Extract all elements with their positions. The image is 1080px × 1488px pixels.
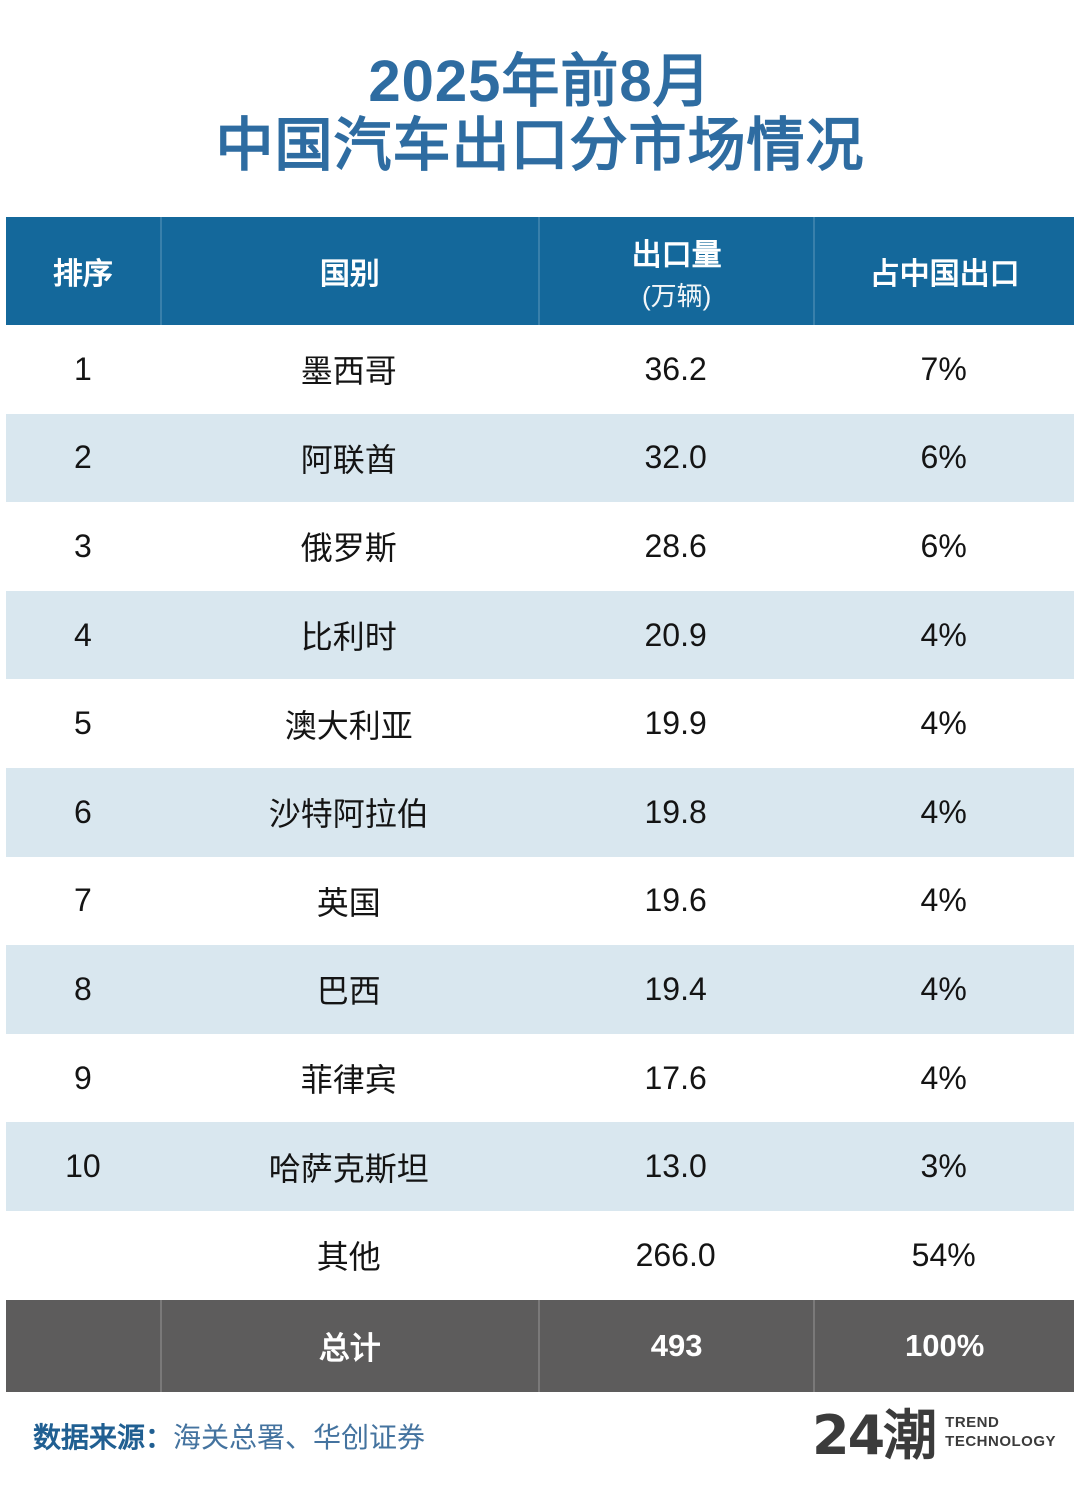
volume-cell: 32.0 bbox=[644, 439, 707, 476]
table-row: 10 哈萨克斯坦 13.0 3% bbox=[6, 1122, 1074, 1211]
rank-cell: 3 bbox=[73, 527, 92, 564]
share-cell: 4% bbox=[920, 705, 967, 742]
rank-cell: 6 bbox=[73, 793, 92, 830]
volume-cell: 36.2 bbox=[644, 350, 707, 387]
table-row: 5 澳大利亚 19.9 4% bbox=[6, 679, 1074, 768]
country-cell: 比利时 bbox=[300, 619, 397, 656]
rank-cell: 2 bbox=[73, 439, 92, 476]
share-cell: 54% bbox=[911, 1236, 976, 1273]
volume-cell: 266.0 bbox=[635, 1236, 716, 1273]
table-row: 1 墨西哥 36.2 7% bbox=[6, 325, 1074, 414]
table-row: 7 英国 19.6 4% bbox=[6, 856, 1074, 946]
header-country-label: 国别 bbox=[319, 258, 380, 291]
header-share-label: 占中国出口 bbox=[869, 258, 1020, 291]
table-row: 3 俄罗斯 28.6 6% bbox=[6, 502, 1074, 591]
country-cell: 巴西 bbox=[316, 973, 381, 1010]
header-country: 国别 bbox=[159, 217, 538, 325]
country-cell: 澳大利亚 bbox=[284, 707, 413, 744]
total-rank-cell bbox=[6, 1300, 160, 1392]
share-cell: 4% bbox=[920, 1059, 967, 1096]
logo-24chao-text: 24潮 bbox=[812, 1403, 937, 1467]
volume-cell: 19.6 bbox=[644, 882, 707, 919]
title-block: 2025年前8月 中国汽车出口分市场情况 bbox=[0, 0, 1080, 217]
logo-subtitle: TREND TECHNOLOGY bbox=[945, 1413, 1056, 1451]
rank-cell: 5 bbox=[73, 705, 92, 742]
country-cell: 英国 bbox=[316, 884, 381, 921]
country-cell: 俄罗斯 bbox=[300, 530, 397, 567]
volume-cell: 17.6 bbox=[644, 1059, 707, 1096]
country-cell: 沙特阿拉伯 bbox=[268, 796, 429, 833]
rank-cell: 4 bbox=[73, 616, 92, 653]
table-body: 1 墨西哥 36.2 7% 2 阿联酋 32.0 6% 3 俄罗斯 28.6 6… bbox=[6, 325, 1074, 1300]
country-cell: 阿联酋 bbox=[300, 441, 397, 478]
total-share-cell: 100% bbox=[813, 1299, 1074, 1392]
header-rank-label: 排序 bbox=[52, 258, 113, 291]
share-cell: 4% bbox=[920, 616, 967, 653]
country-cell: 菲律宾 bbox=[300, 1062, 397, 1099]
footer: 数据来源：海关总署、华创证券 24潮 TREND TECHNOLOGY bbox=[0, 1392, 1080, 1488]
table-row: 9 菲律宾 17.6 4% bbox=[6, 1033, 1074, 1123]
logo-subtitle-line1: TREND bbox=[945, 1413, 1000, 1431]
header-volume: 出口量 (万辆) bbox=[537, 217, 814, 325]
share-cell: 4% bbox=[920, 793, 967, 830]
volume-cell: 20.9 bbox=[644, 616, 707, 653]
country-cell: 哈萨克斯坦 bbox=[268, 1150, 429, 1187]
table-row: 4 比利时 20.9 4% bbox=[6, 590, 1074, 680]
share-cell: 6% bbox=[920, 439, 967, 476]
share-cell: 3% bbox=[920, 1148, 967, 1185]
table-total-row: 总计 493 100% bbox=[6, 1299, 1074, 1392]
data-source: 数据来源：海关总署、华创证券 bbox=[33, 1416, 425, 1456]
page-title-line1: 2025年前8月 bbox=[368, 48, 712, 114]
table-row: 8 巴西 19.4 4% bbox=[6, 945, 1074, 1034]
volume-cell: 19.8 bbox=[644, 793, 707, 830]
table-row: 6 沙特阿拉伯 19.8 4% bbox=[6, 767, 1074, 857]
total-volume-cell: 493 bbox=[537, 1299, 814, 1392]
country-cell: 其他 bbox=[316, 1239, 381, 1276]
rank-cell: 8 bbox=[73, 970, 92, 1007]
table-header-row: 排序 国别 出口量 (万辆) 占中国出口 bbox=[6, 217, 1074, 325]
rank-cell: 1 bbox=[73, 350, 92, 387]
data-source-label: 数据来源： bbox=[33, 1421, 174, 1453]
logo-subtitle-line2: TECHNOLOGY bbox=[945, 1432, 1056, 1450]
rank-cell: 9 bbox=[73, 1059, 92, 1096]
volume-cell: 19.4 bbox=[644, 970, 707, 1007]
brand-logo: 24潮 TREND TECHNOLOGY bbox=[812, 1403, 1056, 1467]
volume-cell: 13.0 bbox=[644, 1148, 707, 1185]
export-table: 排序 国别 出口量 (万辆) 占中国出口 1 墨西哥 36.2 7% 2 阿联酋… bbox=[0, 217, 1080, 1392]
rank-cell bbox=[6, 1211, 160, 1300]
share-cell: 4% bbox=[920, 970, 967, 1007]
volume-cell: 19.9 bbox=[644, 705, 707, 742]
header-volume-label: 出口量 bbox=[631, 238, 722, 272]
rank-cell: 7 bbox=[73, 882, 92, 919]
share-cell: 7% bbox=[920, 350, 967, 387]
share-cell: 4% bbox=[920, 882, 967, 919]
share-cell: 6% bbox=[920, 527, 967, 564]
header-volume-unit: (万辆) bbox=[641, 280, 712, 311]
total-label-cell: 总计 bbox=[159, 1299, 538, 1392]
data-source-value: 海关总署、华创证券 bbox=[173, 1421, 426, 1453]
volume-cell: 28.6 bbox=[644, 527, 707, 564]
page-title-line2: 中国汽车出口分市场情况 bbox=[215, 112, 865, 178]
rank-cell: 10 bbox=[65, 1148, 101, 1185]
country-cell: 墨西哥 bbox=[300, 353, 397, 390]
header-rank: 排序 bbox=[6, 217, 160, 325]
table-row: 2 阿联酋 32.0 6% bbox=[6, 413, 1074, 503]
table-row: 其他 266.0 54% bbox=[6, 1210, 1074, 1300]
header-share: 占中国出口 bbox=[813, 217, 1074, 325]
